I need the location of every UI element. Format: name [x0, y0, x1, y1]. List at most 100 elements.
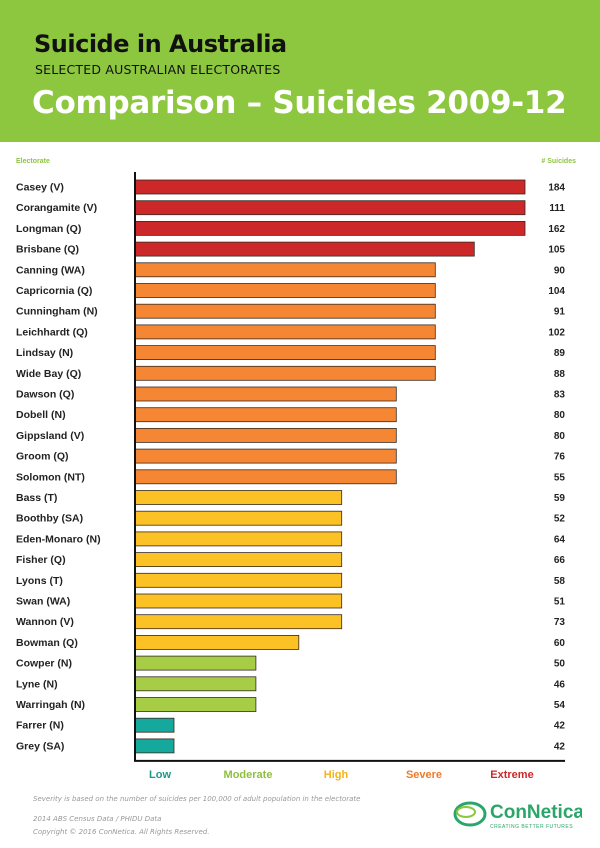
- value-label: 80: [554, 410, 566, 421]
- category-label: Longman (Q): [16, 223, 81, 235]
- value-label: 162: [548, 224, 565, 235]
- category-label: Cunningham (N): [16, 306, 98, 318]
- bar: [134, 241, 475, 257]
- category-label: Lindsay (N): [16, 347, 73, 359]
- bar: [134, 221, 526, 236]
- category-label: Eden-Monaro (N): [16, 533, 101, 545]
- legend-label: High: [324, 769, 349, 781]
- connetica-logo: ConNetica CREATING BETTER FUTURES: [453, 801, 582, 830]
- category-label: Solomon (NT): [16, 471, 85, 483]
- page-title: Suicide in Australia: [34, 30, 287, 58]
- category-header: Electorate: [16, 158, 50, 165]
- category-label: Bowman (Q): [16, 637, 78, 649]
- value-label: 64: [554, 534, 566, 545]
- value-label: 83: [554, 390, 566, 401]
- bar: [134, 614, 343, 630]
- chart: Electorate # Suicides Casey (V) 184 Corangam…: [16, 158, 576, 781]
- value-label: 50: [554, 659, 566, 670]
- value-label: 80: [554, 431, 566, 442]
- value-label: 55: [554, 472, 566, 483]
- bar: [134, 697, 257, 712]
- logo-name: ConNetica: [490, 802, 582, 823]
- value-label: 46: [554, 679, 566, 690]
- logo-mark: [453, 801, 487, 827]
- header-banner: Suicide in Australia SELECTED AUSTRALIAN…: [0, 0, 600, 142]
- bar: [134, 262, 436, 278]
- logo-tagline: CREATING BETTER FUTURES: [490, 824, 573, 830]
- category-label: Lyons (T): [16, 575, 63, 587]
- category-label: Canning (WA): [16, 264, 85, 276]
- category-label: Capricornia (Q): [16, 285, 92, 297]
- value-label: 42: [554, 741, 566, 752]
- page-subtitle: SELECTED AUSTRALIAN ELECTORATES: [35, 62, 281, 77]
- bar: [134, 490, 343, 505]
- category-label: Casey (V): [16, 182, 64, 194]
- bar: [134, 324, 436, 340]
- legend-label: Extreme: [490, 769, 533, 781]
- value-label: 54: [554, 700, 566, 711]
- value-label: 184: [548, 183, 565, 194]
- bar: [134, 717, 175, 733]
- severity-note: Severity is based on the number of suici…: [33, 795, 361, 803]
- bar: [134, 738, 175, 754]
- category-label: Wide Bay (Q): [16, 368, 81, 380]
- value-label: 111: [549, 203, 565, 214]
- bar: [134, 365, 436, 381]
- bar: [134, 552, 343, 568]
- value-header: # Suicides: [541, 158, 576, 165]
- bar: [134, 510, 343, 526]
- value-label: 91: [554, 307, 566, 318]
- category-label: Corangamite (V): [16, 202, 97, 214]
- category-label: Swan (WA): [16, 596, 70, 608]
- value-label: 59: [554, 493, 566, 504]
- value-label: 102: [548, 327, 565, 338]
- bar: [134, 283, 436, 298]
- bar: [134, 303, 436, 319]
- legend-label: Severe: [406, 769, 442, 781]
- category-label: Dobell (N): [16, 409, 66, 421]
- bar: [134, 179, 526, 195]
- category-label: Leichhardt (Q): [16, 326, 88, 338]
- source-note: 2014 ABS Census Data / PHIDU Data: [33, 815, 162, 823]
- value-label: 52: [554, 514, 566, 525]
- category-label: Cowper (N): [16, 658, 72, 670]
- legend-label: Low: [149, 769, 171, 781]
- bar: [134, 593, 343, 609]
- category-label: Brisbane (Q): [16, 244, 79, 256]
- bar: [134, 200, 526, 216]
- value-label: 76: [554, 452, 566, 463]
- bar: [134, 345, 436, 361]
- bar: [134, 469, 397, 485]
- value-label: 51: [554, 597, 566, 608]
- bar: [134, 427, 397, 443]
- legend-label: Moderate: [224, 769, 273, 781]
- bar: [134, 386, 397, 402]
- bar: [134, 655, 257, 671]
- value-label: 90: [554, 265, 566, 276]
- category-label: Gippsland (V): [16, 430, 84, 442]
- value-label: 42: [554, 721, 566, 732]
- bar: [134, 634, 300, 650]
- bar: [134, 407, 397, 423]
- category-label: Bass (T): [16, 492, 57, 504]
- category-label: Warringah (N): [16, 699, 85, 711]
- bar: [134, 448, 397, 464]
- value-label: 89: [554, 348, 566, 359]
- bar: [134, 531, 343, 547]
- bar: [134, 572, 343, 588]
- value-label: 88: [554, 369, 566, 380]
- value-label: 58: [554, 576, 566, 587]
- category-label: Boothby (SA): [16, 513, 83, 525]
- copyright-note: Copyright © 2016 ConNetica. All Rights R…: [33, 828, 210, 836]
- category-label: Farrer (N): [16, 720, 64, 732]
- chart-title: Comparison – Suicides 2009-12: [32, 85, 567, 121]
- category-label: Fisher (Q): [16, 554, 66, 566]
- value-label: 73: [554, 617, 566, 628]
- category-label: Lyne (N): [16, 678, 58, 690]
- value-label: 105: [548, 245, 565, 256]
- bar: [134, 676, 257, 692]
- category-label: Wannon (V): [16, 616, 74, 628]
- value-label: 104: [548, 286, 565, 297]
- category-label: Groom (Q): [16, 451, 69, 463]
- value-label: 60: [554, 638, 566, 649]
